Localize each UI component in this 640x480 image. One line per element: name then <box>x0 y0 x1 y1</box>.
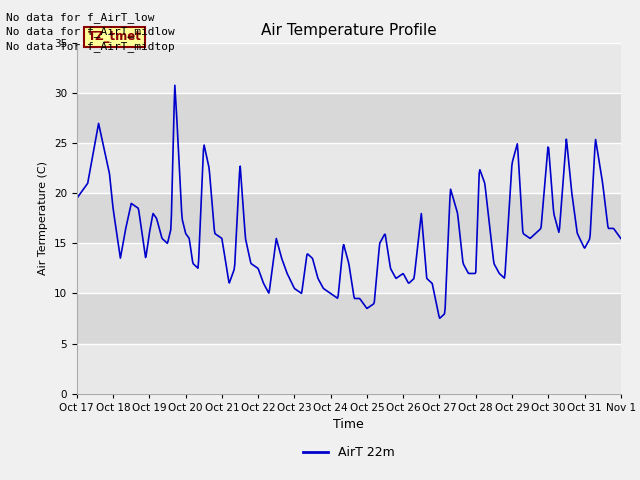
X-axis label: Time: Time <box>333 418 364 431</box>
Bar <box>77 93 621 144</box>
Legend: AirT 22m: AirT 22m <box>298 442 399 465</box>
Bar <box>77 293 621 344</box>
Bar <box>77 193 621 243</box>
Text: No data for f_AirT_low: No data for f_AirT_low <box>6 12 155 23</box>
Text: No data for f_AirT_midlow: No data for f_AirT_midlow <box>6 26 175 37</box>
Bar <box>77 344 621 394</box>
Bar <box>77 243 621 293</box>
Text: TZ_tmet: TZ_tmet <box>88 30 141 43</box>
Bar <box>77 43 621 93</box>
Title: Air Temperature Profile: Air Temperature Profile <box>261 23 436 38</box>
Y-axis label: Air Termperature (C): Air Termperature (C) <box>38 161 48 276</box>
Text: No data for f_AirT_midtop: No data for f_AirT_midtop <box>6 41 175 52</box>
Bar <box>77 144 621 193</box>
